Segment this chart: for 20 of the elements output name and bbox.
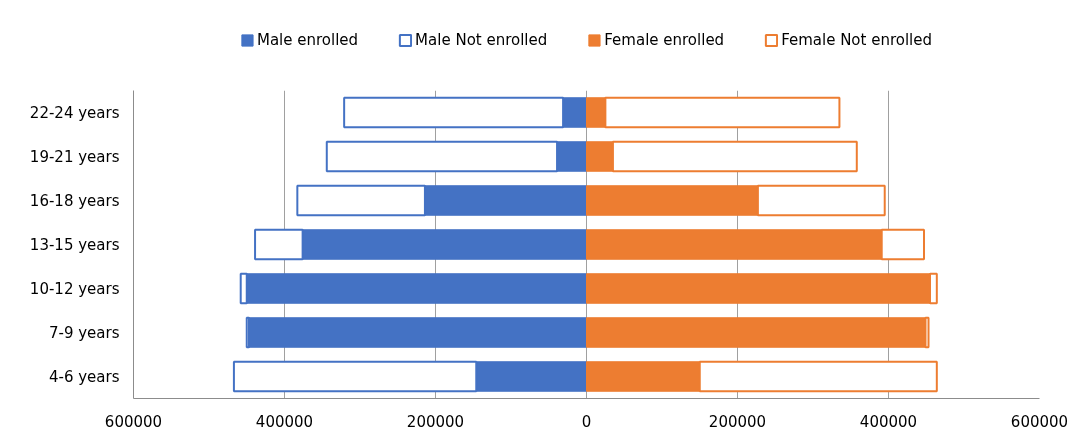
y-tick-label: 16-18 years <box>29 191 120 210</box>
y-tick-label: 7-9 years <box>48 323 120 342</box>
legend-label: Male enrolled <box>256 31 359 49</box>
y-tick-label: 19-21 years <box>29 147 120 166</box>
x-tick-label: 200000 <box>708 412 767 431</box>
y-tick-label: 10-12 years <box>29 279 120 298</box>
x-tick-label: 400000 <box>255 412 314 431</box>
bar <box>248 317 587 348</box>
y-tick-label: 4-6 years <box>48 367 120 386</box>
x-tick-label: 200000 <box>406 412 465 431</box>
legend-label: Female Not enrolled <box>781 31 933 49</box>
x-tick-label: 400000 <box>859 412 918 431</box>
x-tick-label: 600000 <box>104 412 163 431</box>
y-tick-label: 13-15 years <box>29 235 120 254</box>
legend-label: Male Not enrolled <box>415 31 548 49</box>
bar <box>586 317 926 348</box>
x-tick-label: 600000 <box>1010 412 1069 431</box>
x-tick-label: 0 <box>581 412 592 431</box>
legend-label: Female enrolled <box>604 31 725 49</box>
y-tick-label: 22-24 years <box>29 103 120 122</box>
